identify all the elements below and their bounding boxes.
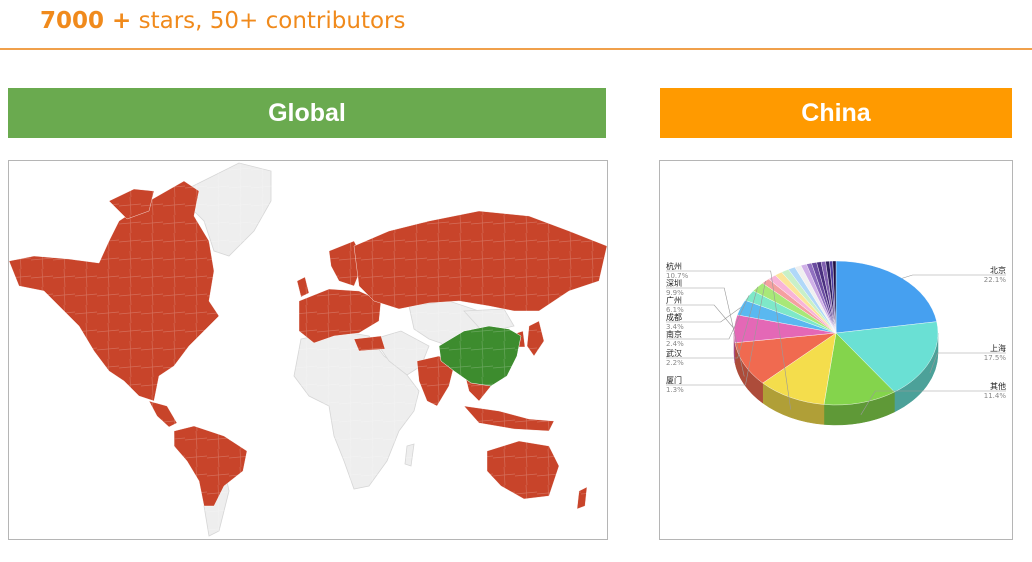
pie-leader-line: [860, 390, 1006, 415]
pie-label-5: 广州: [666, 295, 682, 305]
pie-pct-9: 1.3%: [666, 386, 684, 394]
china-pie-panel: 北京 22.1% 上海 17.5% 其他 11.4% 杭州 10.7% 深圳 9.9% 广州 6.1%…: [659, 160, 1013, 540]
pie-label-6: 成都: [666, 312, 682, 322]
pie-label-8: 武汉: [666, 348, 682, 358]
pie-label-4: 深圳: [666, 278, 682, 288]
pie-leader-line: [666, 287, 745, 377]
pie-pct-8: 2.2%: [666, 359, 684, 367]
pie-leader-line: [666, 286, 758, 359]
pie-slice-1[interactable]: [835, 321, 939, 393]
pie-label-9: 厦门: [666, 375, 682, 385]
pie-pct-5: 6.1%: [666, 306, 684, 314]
pie-label-2: 其他: [990, 381, 1006, 391]
global-banner: Global: [8, 88, 606, 138]
china-banner: China: [660, 88, 1012, 138]
pie-label-1: 上海: [990, 343, 1006, 353]
pie-slice-2[interactable]: [823, 332, 895, 406]
pie-leader-line: [902, 274, 1006, 279]
world-map-panel: [8, 160, 608, 540]
pie-leader-line: [666, 295, 750, 340]
world-map: [9, 161, 607, 539]
pie-leader-line: [666, 270, 791, 410]
pie-slice-0[interactable]: [835, 260, 937, 334]
headline-rest: stars, 50+ contributors: [131, 8, 406, 34]
pie-pct-6: 3.4%: [666, 323, 684, 331]
pie-label-3: 杭州: [666, 261, 682, 271]
page-headline: 7000 + stars, 50+ contributors: [40, 8, 405, 34]
pie-leader-line: [666, 280, 766, 386]
stars-count: 7000 +: [40, 8, 132, 34]
header-divider: [0, 48, 1032, 50]
pie-pct-0: 22.1%: [984, 276, 1007, 284]
pie-slice-3[interactable]: [762, 332, 837, 405]
pie-leader-line: [666, 307, 741, 323]
pie-pct-4: 9.9%: [666, 289, 684, 297]
pie-slice-minor-12[interactable]: [832, 260, 837, 334]
pie-leader-line: [666, 304, 735, 329]
pie-pct-3: 10.7%: [666, 272, 689, 280]
pie-leader-line: [929, 352, 1006, 374]
pie-label-0: 北京: [990, 265, 1006, 275]
pie-label-7: 南京: [666, 329, 682, 339]
pie-pct-7: 2.4%: [666, 340, 684, 348]
pie-pct-2: 11.4%: [984, 392, 1007, 400]
pie-pct-1: 17.5%: [984, 354, 1007, 362]
